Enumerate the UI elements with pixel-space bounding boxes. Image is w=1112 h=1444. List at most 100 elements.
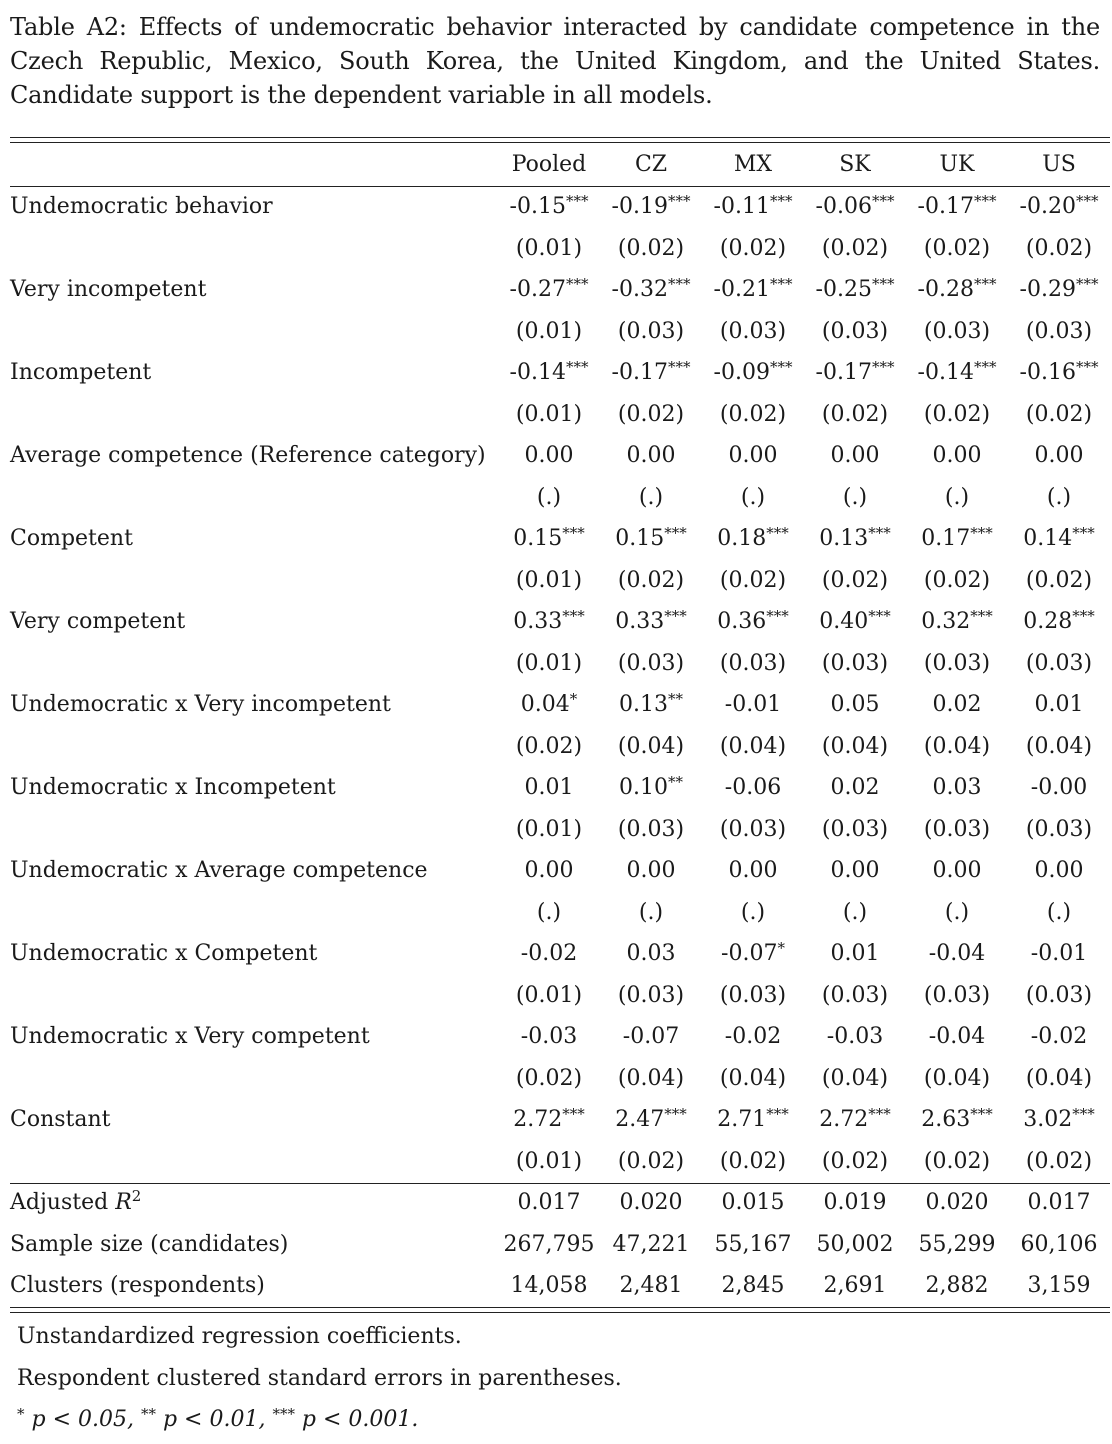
standard-error-cell: (0.04) [821,733,889,759]
significance-stars: *** [664,607,687,625]
standard-error-cell: (0.03) [923,650,991,676]
standard-error-row: (0.01) (0.03) (0.03) (0.03) (0.03) (0.03) [10,311,1110,353]
stat-label-text: Sample size (candidates) [10,1231,289,1257]
coefficient-value: 0.00 [626,443,676,468]
coefficient-value: 0.02 [932,692,982,717]
coefficient-cell: -0.17*** [804,352,906,394]
significance-stars: *** [1072,607,1095,625]
coefficient-cell: 0.03 [600,933,702,975]
stat-value: 2,845 [721,1273,785,1298]
coefficient-value: 2.47 [615,1107,665,1132]
standard-error-cell: (.) [638,484,664,510]
coefficient-value: -0.01 [724,692,782,717]
coefficient-value: -0.16 [1019,360,1076,385]
stat-value: 0.015 [721,1190,785,1215]
coefficient-cell: -0.06 [702,767,804,809]
standard-error-cell: (0.02) [719,401,787,427]
coefficient-value: -0.02 [1030,1024,1088,1049]
row-label: Very incompetent [10,277,207,302]
header-rule [10,186,1110,187]
coefficient-cell: -0.14*** [498,352,600,394]
significance-stars: *** [769,358,793,376]
standard-error-cell: (.) [536,899,562,925]
coefficient-cell: 0.00 [804,435,906,477]
coefficient-cell: 2.71*** [702,1099,804,1141]
standard-error-cell: (0.02) [923,567,991,593]
standard-error-cell: (0.03) [923,816,991,842]
coefficient-cell: 0.15*** [498,518,600,560]
coefficient-cell: 0.33*** [498,601,600,643]
coefficient-row: Incompetent -0.14*** -0.17*** -0.09*** -0.17… [10,352,1110,394]
coefficient-value: -0.07 [721,941,778,966]
stat-value: 14,058 [510,1273,588,1298]
coefficient-cell: 0.13*** [804,518,906,560]
row-label-blank [10,1058,498,1100]
stat-value: 0.020 [619,1190,683,1215]
standard-error-cell: (0.04) [719,733,787,759]
standard-error-row: (0.01) (0.03) (0.03) (0.03) (0.03) (0.03) [10,643,1110,685]
coefficient-value: 0.00 [626,858,676,883]
coefficient-cell: -0.09*** [702,352,804,394]
coefficient-cell: -0.01 [1008,933,1110,975]
coefficient-value: 2.72 [819,1107,869,1132]
standard-error-cell: (0.01) [515,401,583,427]
header-blank [10,144,498,186]
standard-error-cell: (0.02) [1025,1148,1093,1174]
coefficient-value: 2.63 [921,1107,971,1132]
row-label: Competent [10,526,133,551]
coefficient-cell: 0.00 [702,435,804,477]
coefficient-cell: 0.05 [804,684,906,726]
coefficient-value: -0.29 [1019,277,1076,302]
standard-error-cell: (0.01) [515,650,583,676]
standard-error-cell: (0.02) [515,733,583,759]
coefficient-value: 0.17 [921,526,971,551]
coefficient-cell: 0.03 [906,767,1008,809]
summary-stat-rows: Adjusted R2 0.017 0.020 0.015 0.019 0.020 0.01… [10,1182,1110,1307]
coefficient-value: 2.71 [717,1107,767,1132]
standard-error-cell: (0.03) [719,318,787,344]
coefficient-cell: 0.02 [804,767,906,809]
coefficient-value: 0.00 [830,443,880,468]
significance-stars: *** [766,524,789,542]
coefficient-value: 0.00 [728,443,778,468]
coefficient-cell: -0.01 [702,684,804,726]
standard-error-cell: (0.01) [515,567,583,593]
coefficient-value: 0.00 [728,858,778,883]
standard-error-cell: (0.03) [617,650,685,676]
coefficient-row: Very competent 0.33*** 0.33*** 0.36*** 0.40*… [10,601,1110,643]
significance-stars: *** [769,192,793,210]
coefficient-cell: 0.00 [498,435,600,477]
sig-stars: ** [140,1405,156,1423]
standard-error-cell: (0.03) [719,982,787,1008]
coefficient-value: 0.33 [513,609,563,634]
coefficient-row: Average competence (Reference category) 0… [10,435,1110,477]
row-label-blank [10,726,498,768]
standard-error-cell: (0.02) [923,1148,991,1174]
standard-error-cell: (.) [1046,484,1072,510]
significance-stars: *** [868,607,891,625]
coefficient-value: 0.13 [819,526,869,551]
row-label: Average competence (Reference category) [10,443,486,468]
coefficient-value: 0.15 [615,526,665,551]
coefficient-row: Undemocratic x Competent -0.02 0.03 -0.07* 0… [10,933,1110,975]
coefficient-value: -0.14 [917,360,974,385]
summary-stat-row: Sample size (candidates) 267,795 47,221 55,… [10,1224,1110,1266]
standard-error-cell: (0.03) [821,816,889,842]
column-header: SK [839,152,871,177]
stat-label-text: Adjusted [10,1190,116,1215]
coefficient-cell: -0.21*** [702,269,804,311]
standard-error-row: (.) (.) (.) (.) (.) (.) [10,477,1110,519]
column-header: Pooled [511,152,587,177]
row-label-blank [10,560,498,602]
standard-error-cell: (0.02) [1025,401,1093,427]
standard-error-cell: (0.03) [617,816,685,842]
standard-error-cell: (0.04) [821,1065,889,1091]
coefficient-value: 0.03 [626,941,676,966]
coefficient-value: -0.27 [509,277,566,302]
standard-error-cell: (0.01) [515,816,583,842]
standard-error-cell: (0.03) [617,318,685,344]
coefficient-value: -0.20 [1019,194,1076,219]
significance-stars: *** [871,192,895,210]
significance-stars: *** [871,358,895,376]
sig-text: p < 0.05, [24,1407,141,1432]
